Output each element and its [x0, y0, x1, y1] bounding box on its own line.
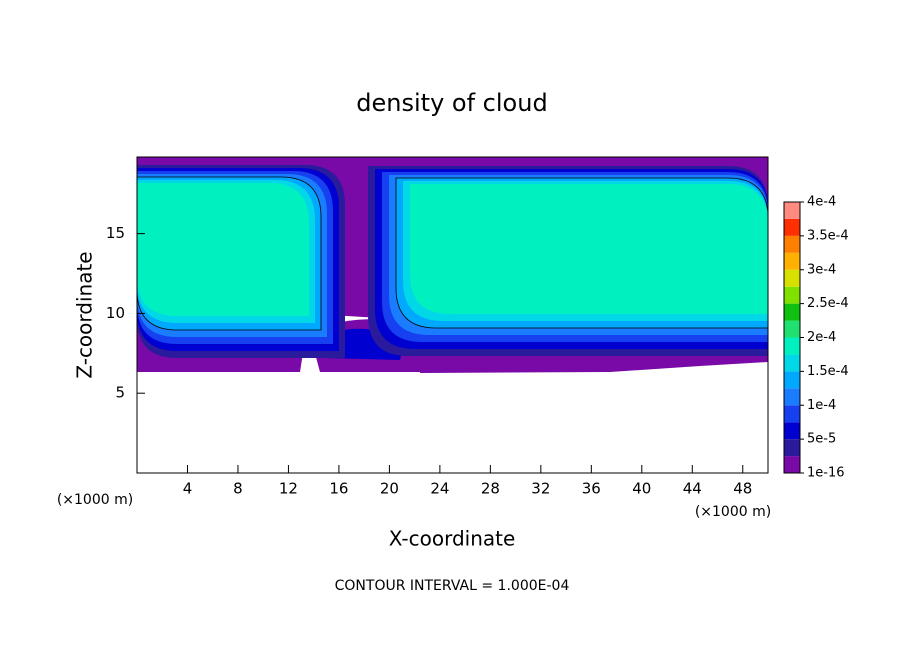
y-tick-label: 5: [115, 384, 125, 402]
colorbar-cell: [784, 320, 800, 338]
colorbar-cell: [784, 218, 800, 236]
colorbar-tick-label: 1e-4: [807, 398, 836, 413]
colorbar-cell: [784, 456, 800, 473]
colorbar-tick-label: 2.5e-4: [807, 296, 849, 311]
colorbar-tick-label: 1e-16: [807, 466, 845, 481]
field-band: [137, 183, 309, 316]
colorbar-cell: [784, 371, 800, 389]
colorbar-cell: [784, 405, 800, 423]
colorbar-cell: [784, 202, 800, 219]
colorbar-tick-label: 4e-4: [807, 195, 836, 210]
x-tick-label: 20: [380, 480, 399, 498]
plot-frame: [136, 156, 769, 474]
x-tick-label: 44: [683, 480, 702, 498]
colorbar-tick-label: 3.5e-4: [807, 228, 849, 243]
colorbar-cell: [784, 439, 800, 457]
colorbar-tick-label: 1.5e-4: [807, 364, 849, 379]
x-tick-label: 48: [733, 480, 752, 498]
y-unit-label: (×1000 m): [57, 492, 133, 508]
field-band: [410, 184, 768, 314]
colorbar-tick-label: 3e-4: [807, 262, 836, 277]
x-tick-label: 16: [329, 480, 348, 498]
x-tick-label: 40: [632, 480, 651, 498]
contour-field: [136, 157, 769, 373]
x-tick-label: 32: [531, 480, 550, 498]
colorbar-cell: [784, 303, 800, 321]
y-axis-label: Z-coordinate: [73, 251, 97, 378]
colorbar-cell: [784, 269, 800, 287]
y-tick-label: 15: [106, 224, 125, 242]
colorbar-cell: [784, 337, 800, 355]
colorbar-tick-label: 2e-4: [807, 330, 836, 345]
x-tick-label: 4: [183, 480, 193, 498]
x-tick-label: 24: [430, 480, 449, 498]
footer-note: CONTOUR INTERVAL = 1.000E-04: [335, 578, 570, 594]
chart-title: density of cloud: [356, 89, 547, 117]
colorbar-cell: [784, 422, 800, 440]
colorbar-cell: [784, 354, 800, 372]
x-tick-label: 8: [233, 480, 243, 498]
colorbar-cell: [784, 388, 800, 406]
colorbar-cell: [784, 252, 800, 270]
contour-line: [136, 176, 322, 331]
colorbar-cell: [784, 286, 800, 304]
x-unit-label: (×1000 m): [695, 504, 771, 520]
x-axis-label: X-coordinate: [389, 527, 516, 551]
x-tick-label: 28: [481, 480, 500, 498]
colorbar-tick-label: 5e-5: [807, 432, 836, 447]
colorbar-cell: [784, 235, 800, 253]
x-tick-label: 12: [279, 480, 298, 498]
x-tick-label: 36: [582, 480, 601, 498]
y-tick-label: 10: [106, 304, 125, 322]
